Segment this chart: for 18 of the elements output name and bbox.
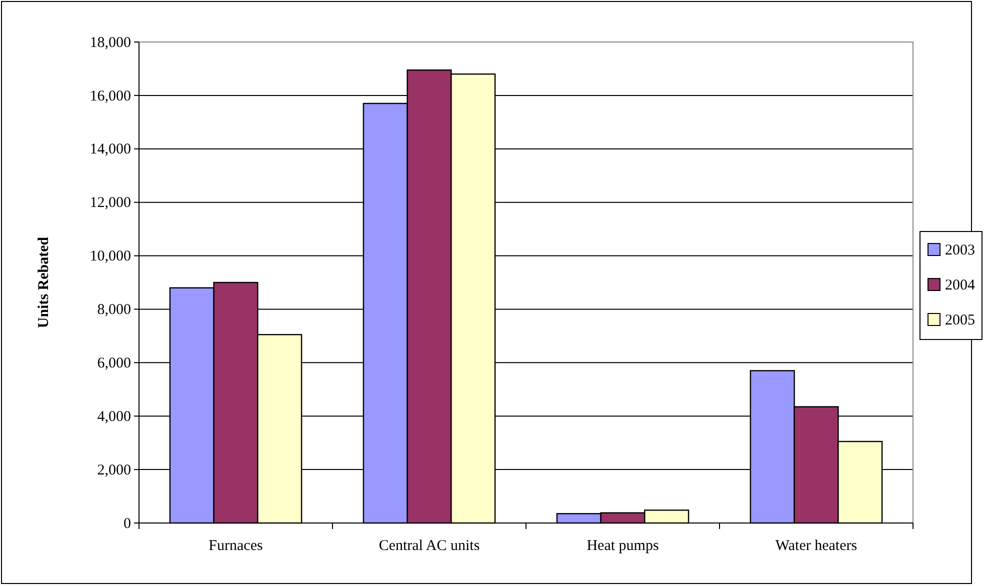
legend-label: 2004	[945, 278, 976, 294]
y-tick-label: 6,000	[97, 355, 131, 372]
y-tick-label: 8,000	[97, 302, 131, 318]
y-tick-label: 0	[124, 516, 131, 532]
x-tick-label: Furnaces	[208, 538, 263, 554]
y-tick-label: 2,000	[97, 462, 131, 478]
legend-label: 2003	[945, 242, 975, 258]
y-tick-label: 18,000	[90, 34, 131, 51]
x-tick-label: Central AC units	[378, 538, 480, 554]
y-tick-label: 10,000	[90, 248, 131, 265]
y-tick-label: 12,000	[90, 195, 131, 212]
y-tick-label: 4,000	[97, 408, 131, 425]
legend-label: 2005	[945, 312, 975, 328]
x-tick-label: Water heaters	[775, 538, 858, 554]
x-tick-label: Heat pumps	[586, 538, 659, 554]
y-tick-label: 16,000	[90, 88, 131, 104]
y-axis-title: Units Rebated	[36, 236, 52, 328]
y-tick-label: 14,000	[90, 142, 131, 158]
